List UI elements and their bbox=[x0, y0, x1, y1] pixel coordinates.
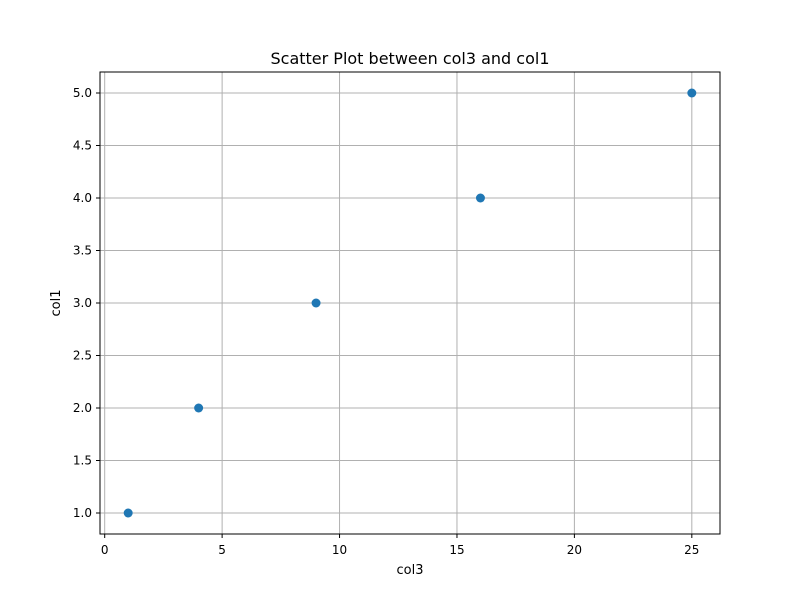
y-tick-label: 1.5 bbox=[73, 454, 92, 468]
y-tick-label: 2.5 bbox=[73, 349, 92, 363]
scatter-point bbox=[311, 298, 321, 308]
scatter-point bbox=[687, 88, 697, 98]
chart-title: Scatter Plot between col3 and col1 bbox=[270, 49, 549, 68]
x-tick-label: 25 bbox=[684, 543, 699, 557]
x-tick-label: 15 bbox=[449, 543, 464, 557]
y-tick-label: 3.0 bbox=[73, 296, 92, 310]
x-axis-label: col3 bbox=[397, 563, 424, 578]
scatter-point bbox=[123, 508, 133, 518]
axis-ticks: 0 5 10 15 20 25 1.0 1.5 2.0 2.5 3.0 3.5 4.0 4.5 5.0 bbox=[73, 86, 700, 557]
scatter-point bbox=[475, 193, 485, 203]
scatter-point bbox=[194, 403, 204, 413]
y-tick-label: 4.0 bbox=[73, 191, 92, 205]
x-tick-label: 5 bbox=[218, 543, 226, 557]
y-tick-label: 5.0 bbox=[73, 86, 92, 100]
y-tick-label: 1.0 bbox=[73, 506, 92, 520]
y-axis-label: col1 bbox=[49, 290, 64, 317]
data-points bbox=[123, 88, 697, 518]
x-tick-label: 0 bbox=[101, 543, 109, 557]
y-tick-label: 3.5 bbox=[73, 244, 92, 258]
y-tick-label: 4.5 bbox=[73, 139, 92, 153]
x-tick-label: 10 bbox=[332, 543, 347, 557]
x-tick-label: 20 bbox=[567, 543, 582, 557]
grid bbox=[100, 72, 720, 534]
y-tick-label: 2.0 bbox=[73, 401, 92, 415]
